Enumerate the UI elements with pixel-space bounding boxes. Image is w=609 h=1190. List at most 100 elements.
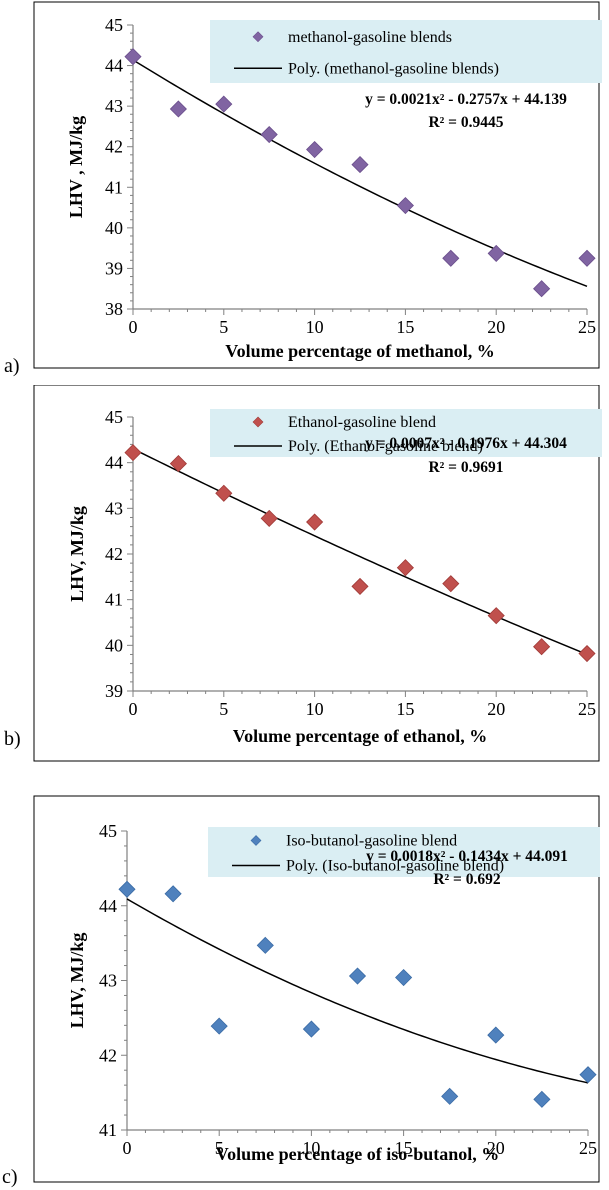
x-tick-label: 0 xyxy=(129,317,138,337)
y-tick-label: 40 xyxy=(105,635,123,655)
trendline-curve xyxy=(126,898,589,1084)
x-tick-label: 15 xyxy=(395,1138,413,1158)
trendline-equation: y = 0.0007x² - 0.1976x + 44.304 xyxy=(365,435,567,452)
data-point xyxy=(169,100,187,118)
data-point xyxy=(169,455,187,473)
data-point xyxy=(215,95,233,113)
data-point xyxy=(124,48,142,66)
data-point xyxy=(260,509,278,527)
legend-series-label: Iso-butanol-gasoline blend xyxy=(286,833,457,850)
data-point xyxy=(579,1066,597,1084)
legend-marker-diamond xyxy=(252,416,264,428)
y-tick-label: 44 xyxy=(99,896,117,916)
legend-marker-diamond xyxy=(250,835,262,846)
y-axis-title: LHV, MJ/kg xyxy=(67,933,87,1029)
data-point xyxy=(351,577,369,595)
data-point xyxy=(442,575,460,593)
data-point xyxy=(533,1090,551,1108)
data-point xyxy=(396,559,414,577)
trendline-curve xyxy=(132,59,588,288)
data-point xyxy=(487,244,505,262)
data-point xyxy=(306,140,324,159)
y-tick-label: 45 xyxy=(105,15,123,35)
x-tick-label: 5 xyxy=(219,317,228,337)
y-tick-label: 39 xyxy=(105,681,123,701)
data-point xyxy=(533,280,551,298)
data-point xyxy=(164,885,182,903)
y-tick-label: 43 xyxy=(99,971,117,991)
y-tick-label: 42 xyxy=(99,1045,117,1065)
panel-label-b: b) xyxy=(4,728,21,750)
legend-series-label: methanol-gasoline blends xyxy=(288,29,452,46)
chart-panel-methanol: a) 38 39 40 41 42 43 44 45 0 5 10 15 20 25 Volume perc… xyxy=(0,0,609,380)
x-tick-label: 20 xyxy=(487,1138,505,1158)
trendline-equation: y = 0.0018x² - 0.1434x + 44.091 xyxy=(366,848,568,865)
legend-trendline-label: Poly. (Ethanol-gasoline blend) xyxy=(288,438,483,455)
y-tick-label: 42 xyxy=(105,137,123,157)
trendline-r2: R² = 0.9691 xyxy=(428,459,503,476)
chart-panel-isobutanol: c) 41 42 43 44 45 0 5 10 15 20 25 Volume percentage… xyxy=(0,790,609,1190)
data-point xyxy=(578,644,596,663)
chart-frame xyxy=(33,385,600,762)
legend-trendline-label: Poly. (methanol-gasoline blends) xyxy=(288,60,499,77)
y-axis-title: LHV, MJ/kg xyxy=(67,506,87,602)
chart-svg-methanol: a) 38 39 40 41 42 43 44 45 0 5 10 15 20 25 Volume perc… xyxy=(4,1,602,377)
x-tick-label: 20 xyxy=(487,699,505,719)
data-point xyxy=(487,1026,505,1044)
x-axis-title: Volume percentage of iso-butanol, % xyxy=(216,1144,500,1164)
x-tick-label: 10 xyxy=(306,317,324,337)
x-tick-label: 15 xyxy=(396,699,414,719)
data-point xyxy=(210,1017,228,1035)
data-point xyxy=(395,968,413,987)
y-tick-label: 41 xyxy=(105,177,123,197)
y-tick-label: 40 xyxy=(105,218,123,238)
legend-series-label: Ethanol-gasoline blend xyxy=(288,414,436,431)
trendline-r2: R² = 0.9445 xyxy=(428,114,503,131)
x-tick-label: 10 xyxy=(306,699,324,719)
y-tick-label: 38 xyxy=(105,299,123,319)
legend-box xyxy=(210,409,602,457)
x-tick-label: 25 xyxy=(579,1138,597,1158)
chart-panel-ethanol: b) 39 40 41 42 43 44 45 0 5 10 15 20 25 Volume percen… xyxy=(0,385,609,775)
data-point xyxy=(578,249,596,267)
data-point xyxy=(351,156,369,174)
data-point xyxy=(260,125,278,144)
data-point xyxy=(256,936,274,954)
y-tick-label: 44 xyxy=(105,453,123,473)
y-tick-label: 42 xyxy=(105,544,123,564)
legend-box xyxy=(210,20,602,83)
data-point xyxy=(306,513,324,531)
x-tick-label: 25 xyxy=(578,317,596,337)
x-tick-label: 10 xyxy=(302,1138,320,1158)
x-tick-label: 0 xyxy=(123,1138,132,1158)
y-tick-label: 41 xyxy=(105,590,123,610)
trendline-curve xyxy=(132,448,588,656)
chart-svg-isobutanol: c) 41 42 43 44 45 0 5 10 15 20 25 Volume percentage… xyxy=(2,795,600,1188)
y-axis-title: LHV , MJ/kg xyxy=(66,116,86,218)
panel-label-a: a) xyxy=(4,355,20,377)
x-axis-title: Volume percentage of methanol, % xyxy=(225,341,494,361)
chart-svg-ethanol: b) 39 40 41 42 43 44 45 0 5 10 15 20 25 Volume percen… xyxy=(4,385,602,762)
y-tick-label: 43 xyxy=(105,96,123,116)
data-point xyxy=(441,1087,459,1105)
x-axis-title: Volume percentage of ethanol, % xyxy=(233,726,487,746)
x-tick-label: 15 xyxy=(396,317,414,337)
trendline-equation: y = 0.0021x² - 0.2757x + 44.139 xyxy=(365,91,567,108)
y-tick-label: 45 xyxy=(105,407,123,427)
y-tick-label: 39 xyxy=(105,258,123,278)
data-point xyxy=(118,880,136,898)
data-point xyxy=(348,967,367,985)
data-point xyxy=(124,444,142,462)
y-tick-label: 45 xyxy=(99,821,117,841)
legend-box xyxy=(208,827,600,877)
x-tick-label: 5 xyxy=(219,699,228,719)
x-tick-label: 20 xyxy=(487,317,505,337)
trendline-r2: R² = 0.692 xyxy=(433,871,501,888)
x-tick-label: 5 xyxy=(215,1138,224,1158)
y-tick-label: 43 xyxy=(105,498,123,518)
chart-frame xyxy=(33,795,600,1183)
x-tick-label: 0 xyxy=(129,699,138,719)
panel-label-c: c) xyxy=(2,1166,18,1188)
data-point xyxy=(396,196,414,215)
legend-trendline-label: Poly. (Iso-butanol-gasoline blend) xyxy=(286,858,504,875)
